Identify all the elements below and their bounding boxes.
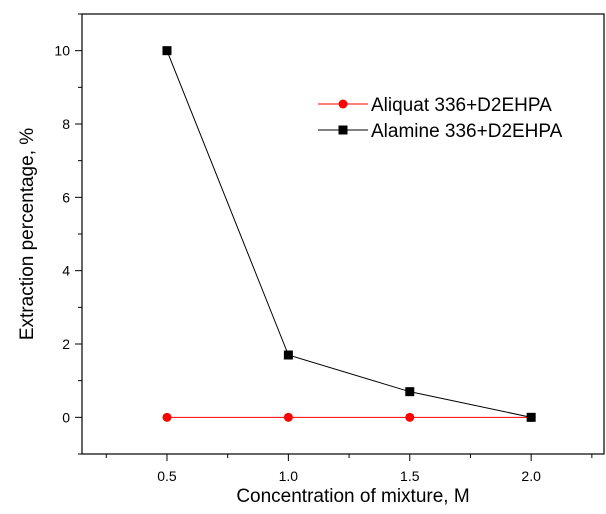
- series-1-point: [405, 412, 415, 422]
- series-2-line: [166, 50, 532, 418]
- legend-entry-1: Aliquat 336+D2EHPA: [318, 95, 552, 116]
- series-1-point: [283, 412, 293, 422]
- tick-labels: 0.5 1.0 1.5 2.0 0 2 4 6 8 10: [54, 43, 541, 484]
- x-tick-label: 1.0: [279, 468, 299, 484]
- y-tick-label: 8: [62, 116, 70, 132]
- series-2-point: [526, 412, 536, 422]
- y-tick-label: 6: [62, 189, 70, 205]
- series-markers: [162, 46, 536, 422]
- legend-label-2: Alamine 336+D2EHPA: [371, 121, 563, 142]
- y-tick-label: 2: [62, 336, 70, 352]
- y-tick-label: 10: [54, 43, 70, 59]
- y-tick-label: 0: [62, 409, 70, 425]
- x-tick-label: 2.0: [521, 468, 541, 484]
- legend-label-1: Aliquat 336+D2EHPA: [371, 95, 552, 116]
- x-tick-label: 0.5: [157, 468, 177, 484]
- y-tick-label: 4: [62, 263, 70, 279]
- y-axis-label: Extraction percentage, %: [17, 128, 38, 340]
- series-2-point: [162, 46, 172, 56]
- series-1-point: [162, 412, 172, 422]
- x-tick-label: 1.5: [400, 468, 420, 484]
- legend-marker-2: [338, 125, 348, 135]
- x-axis-label: Concentration of mixture, M: [236, 486, 469, 507]
- legend-marker-1: [338, 99, 348, 109]
- legend: Aliquat 336+D2EHPA Alamine 336+D2EHPA: [318, 95, 563, 142]
- axis-ticks: [75, 13, 593, 461]
- plot-frame: [81, 13, 605, 455]
- series-lines: [166, 50, 532, 418]
- series-2-point: [405, 387, 415, 397]
- series-2-point: [283, 350, 293, 360]
- legend-entry-2: Alamine 336+D2EHPA: [318, 121, 563, 142]
